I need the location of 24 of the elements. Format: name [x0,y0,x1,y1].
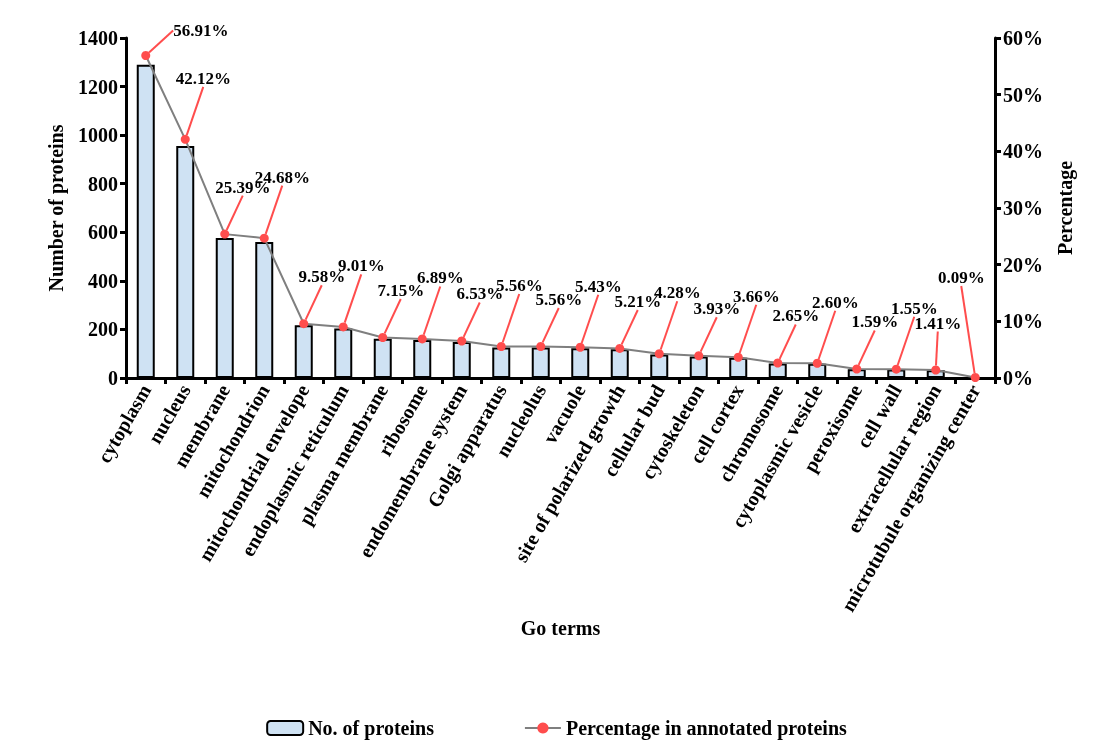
data-label: 1.41% [914,313,962,333]
y2-tick-label: 0% [1003,367,1033,389]
y-axis-title: Number of proteins [45,124,68,292]
legend-label: Percentage in annotated proteins [565,717,848,740]
data-label: 0.09% [937,267,985,287]
y2-tick-label: 60% [1003,27,1043,49]
y2-tick-label: 20% [1003,253,1043,276]
data-label: 42.12% [175,68,231,88]
y2-tick-label: 40% [1003,140,1043,163]
y-tick-label: 0 [108,367,118,389]
y2-tick-label: 30% [1003,197,1043,219]
data-label: 56.91% [173,21,229,41]
y-tick-label: 200 [88,318,118,341]
y-tick-label: 600 [88,221,118,244]
y2-tick-label: 50% [1003,83,1043,106]
y-tick-label: 1400 [78,27,118,49]
y-tick-label: 400 [88,269,118,292]
y-tick-label: 800 [88,172,118,195]
legend-label: No. of proteins [308,717,435,740]
y2-tick-label: 10% [1003,310,1043,333]
y-tick-label: 1200 [78,75,118,98]
x-axis-title: Go terms [520,617,601,640]
y-tick-label: 1000 [78,124,118,147]
y2-axis-title: Percentage [1054,160,1077,256]
